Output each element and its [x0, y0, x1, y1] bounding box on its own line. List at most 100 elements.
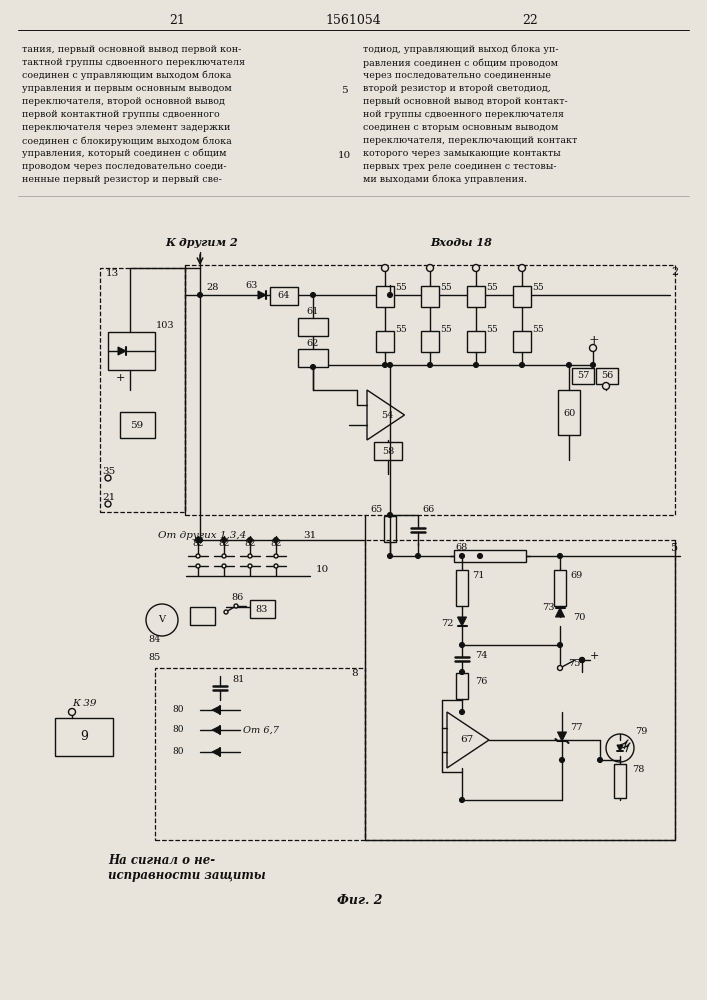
Circle shape: [310, 364, 315, 369]
Polygon shape: [367, 390, 404, 440]
Circle shape: [590, 362, 595, 367]
Text: 82: 82: [245, 538, 256, 548]
Circle shape: [460, 798, 464, 802]
Circle shape: [310, 292, 315, 298]
Text: 2: 2: [671, 267, 678, 277]
Bar: [454, 550, 526, 562]
Text: 55: 55: [395, 326, 407, 334]
Text: 62: 62: [307, 339, 319, 348]
Bar: [376, 331, 394, 352]
Text: 57: 57: [577, 371, 589, 380]
Text: 76: 76: [475, 678, 487, 686]
Text: 1561054: 1561054: [325, 13, 381, 26]
Circle shape: [248, 554, 252, 558]
Circle shape: [460, 670, 464, 674]
Text: 80: 80: [173, 726, 184, 734]
Circle shape: [387, 362, 392, 367]
Circle shape: [460, 643, 464, 648]
Text: 22: 22: [522, 13, 538, 26]
Text: 72: 72: [440, 619, 453, 629]
Text: 75: 75: [568, 660, 580, 668]
Circle shape: [387, 554, 392, 558]
Bar: [456, 673, 468, 699]
Circle shape: [382, 362, 387, 367]
Circle shape: [474, 362, 479, 367]
Text: От других 1,3,4: От других 1,3,4: [158, 532, 246, 540]
Bar: [376, 286, 394, 307]
Text: 60: 60: [563, 408, 575, 418]
Text: V: V: [158, 615, 165, 624]
Circle shape: [387, 512, 392, 518]
Text: 70: 70: [573, 612, 585, 621]
Text: 74: 74: [475, 650, 488, 660]
Circle shape: [387, 292, 392, 298]
Bar: [185, 265, 675, 515]
Bar: [456, 570, 468, 606]
Bar: [100, 268, 185, 512]
Polygon shape: [558, 732, 566, 741]
Bar: [155, 668, 365, 840]
Circle shape: [580, 658, 585, 662]
Circle shape: [460, 710, 464, 714]
Circle shape: [590, 344, 597, 352]
Text: 35: 35: [102, 468, 115, 477]
Circle shape: [428, 362, 433, 367]
Text: соединен с управляющим выходом блока: соединен с управляющим выходом блока: [22, 71, 231, 81]
Text: +: +: [589, 334, 600, 347]
Text: 81: 81: [232, 676, 245, 684]
Circle shape: [606, 734, 634, 762]
Bar: [614, 764, 626, 798]
Circle shape: [274, 538, 279, 542]
Text: 68: 68: [456, 544, 468, 552]
Text: переключателя, переключающий контакт: переключателя, переключающий контакт: [363, 136, 577, 145]
Text: 80: 80: [173, 706, 184, 714]
Bar: [513, 331, 531, 352]
Circle shape: [416, 554, 421, 558]
Text: переключателя через элемент задержки: переключателя через элемент задержки: [22, 123, 230, 132]
Text: К другим 2: К другим 2: [165, 237, 238, 248]
Circle shape: [247, 538, 252, 542]
Text: 61: 61: [307, 307, 319, 316]
Text: 56: 56: [601, 371, 613, 380]
Bar: [572, 368, 594, 384]
Text: 21: 21: [102, 493, 115, 502]
Polygon shape: [447, 712, 489, 768]
Text: 77: 77: [570, 724, 583, 732]
Text: 63: 63: [246, 282, 258, 290]
Text: 65: 65: [370, 506, 383, 514]
Text: ной группы сдвоенного переключателя: ной группы сдвоенного переключателя: [363, 110, 564, 119]
Circle shape: [105, 501, 111, 507]
Circle shape: [105, 475, 111, 481]
Text: 78: 78: [632, 766, 644, 774]
Text: 82: 82: [270, 538, 281, 548]
Circle shape: [460, 554, 464, 558]
Text: 55: 55: [395, 282, 407, 292]
Circle shape: [234, 604, 238, 608]
Circle shape: [602, 382, 609, 389]
Text: 85: 85: [148, 654, 160, 662]
Bar: [554, 570, 566, 606]
Text: первый основной вывод второй контакт-: первый основной вывод второй контакт-: [363, 97, 568, 106]
Circle shape: [196, 564, 200, 568]
Circle shape: [222, 554, 226, 558]
Polygon shape: [118, 347, 126, 355]
Polygon shape: [457, 617, 467, 626]
Text: ненные первый резистор и первый све-: ненные первый резистор и первый све-: [22, 175, 222, 184]
Circle shape: [426, 264, 433, 271]
Bar: [108, 332, 155, 370]
Circle shape: [597, 758, 602, 762]
Text: тания, первый основной вывод первой кон-: тания, первый основной вывод первой кон-: [22, 45, 241, 54]
Text: 83: 83: [256, 604, 268, 613]
Text: 80: 80: [173, 748, 184, 756]
Text: 71: 71: [472, 570, 484, 580]
Bar: [421, 331, 439, 352]
Text: первых трех реле соединен с тестовы-: первых трех реле соединен с тестовы-: [363, 162, 556, 171]
Circle shape: [382, 264, 389, 271]
Circle shape: [520, 362, 525, 367]
Text: 79: 79: [635, 728, 648, 736]
Text: 55: 55: [486, 326, 498, 334]
Polygon shape: [556, 608, 564, 617]
Text: На сигнал о не-: На сигнал о не-: [108, 854, 215, 866]
Bar: [513, 286, 531, 307]
Bar: [298, 318, 328, 336]
